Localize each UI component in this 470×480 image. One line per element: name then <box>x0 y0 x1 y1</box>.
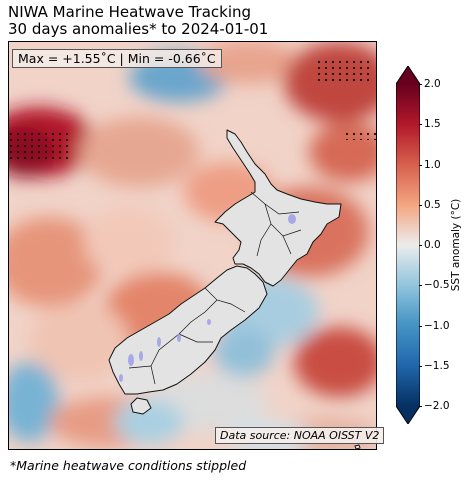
colorbar-tick-label: −1.0 <box>419 319 450 332</box>
colorbar-tick-label: 0.0 <box>419 239 441 251</box>
map-canvas <box>9 42 376 449</box>
title-line-1: NIWA Marine Heatwave Tracking <box>8 3 252 21</box>
stipple-footnote: *Marine heatwave conditions stippled <box>10 458 247 473</box>
colorbar-tick-label: 1.0 <box>419 158 441 171</box>
colorbar-label: SST anomaly (°C) <box>450 198 462 292</box>
title-line-2: 30 days anomalies* to 2024-01-01 <box>8 20 269 38</box>
colorbar-extend-min <box>396 406 420 424</box>
heatwave-stippling <box>9 60 376 160</box>
colorbar-tick-label: −2.0 <box>419 400 450 412</box>
lakes <box>119 214 296 382</box>
chatham-islet <box>354 444 361 449</box>
region-boundaries <box>128 191 302 385</box>
colorbar-tick-label: −0.5 <box>419 279 450 292</box>
colorbar-tick-label: −1.5 <box>419 359 450 372</box>
max-min-annotation: Max = +1.55˚C | Min = -0.66˚C <box>12 49 222 68</box>
colorbar-tick-label: 0.5 <box>419 198 441 211</box>
colorbar-tick-label: 1.5 <box>419 118 441 131</box>
stewart-island <box>130 397 152 415</box>
north-island <box>214 129 342 287</box>
colorbar <box>396 66 420 424</box>
colorbar-tick-label: 2.0 <box>419 78 441 90</box>
data-source-annotation: Data source: NOAA OISST V2 <box>215 427 385 444</box>
new-zealand-land <box>108 129 361 449</box>
figure-title: NIWA Marine Heatwave Tracking 30 days an… <box>8 4 268 38</box>
colorbar-extend-max <box>396 66 420 84</box>
south-island <box>108 265 268 395</box>
sst-anomaly-map <box>8 41 377 450</box>
colorbar-gradient <box>396 84 420 406</box>
